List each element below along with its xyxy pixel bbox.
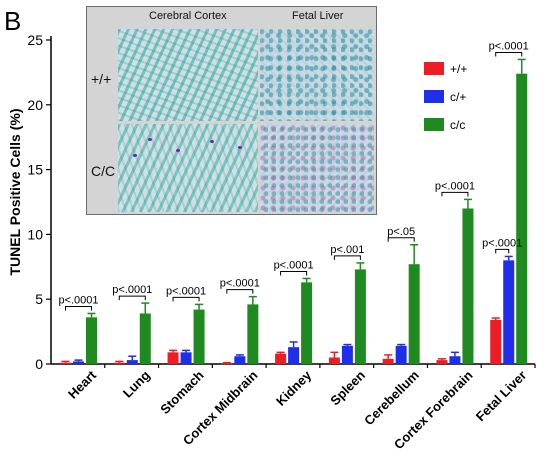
panel-label: B — [4, 6, 22, 36]
legend-label: +/+ — [450, 62, 467, 76]
y-tick-label: 20 — [27, 97, 43, 113]
bar — [382, 358, 394, 364]
bar — [221, 363, 233, 365]
micrograph-liver-wt — [260, 29, 374, 121]
bar — [503, 260, 515, 364]
significance-bracket — [226, 289, 254, 294]
micrograph-inset: Cerebral Cortex Fetal Liver +/+ C/C — [86, 6, 377, 215]
bar — [60, 362, 71, 364]
bar — [301, 282, 313, 364]
micrograph-cortex-cc — [118, 124, 258, 212]
x-tick-label: Stomach — [157, 367, 206, 416]
legend-label: c/c — [450, 118, 465, 132]
significance-bracket — [118, 295, 146, 301]
significance-label: p<.0001 — [489, 40, 529, 52]
bar — [234, 356, 246, 364]
bar — [408, 264, 420, 364]
significance-label: p<.0001 — [435, 180, 475, 192]
significance-bracket — [333, 255, 361, 260]
bar — [126, 360, 138, 364]
bar — [288, 347, 300, 364]
y-tick-label: 0 — [35, 356, 43, 372]
y-tick-label: 25 — [27, 32, 43, 48]
legend-label: c/+ — [450, 90, 466, 104]
legend-swatch — [424, 90, 444, 103]
bar — [354, 269, 366, 364]
y-tick-label: 15 — [27, 162, 43, 178]
x-tick-label: Fetal Liver — [473, 368, 530, 425]
bar — [247, 304, 259, 364]
x-tick-label: Heart — [65, 367, 100, 402]
bar — [180, 352, 192, 364]
bar — [462, 208, 474, 364]
bar — [193, 309, 205, 364]
bar — [167, 352, 179, 364]
significance-bracket — [172, 296, 200, 302]
bar — [490, 319, 502, 364]
x-tick-label: Kidney — [273, 367, 315, 409]
y-tick-label: 5 — [35, 291, 43, 307]
bar — [113, 362, 125, 364]
significance-label: p<.0001 — [482, 237, 522, 249]
significance-bracket — [495, 51, 523, 57]
significance-label: p<.05 — [387, 226, 415, 238]
bar — [139, 313, 151, 364]
bar — [73, 361, 84, 364]
inset-row-label-cc: C/C — [91, 163, 116, 179]
significance-label: p<.001 — [330, 244, 364, 256]
micrograph-cortex-wt — [118, 29, 258, 121]
x-tick-label: Lung — [120, 367, 153, 400]
inset-row-label-wt: +/+ — [91, 71, 112, 87]
inset-header-cerebral-cortex: Cerebral Cortex — [149, 10, 227, 22]
bar — [395, 345, 407, 364]
y-tick-label: 10 — [27, 226, 43, 242]
significance-label: p<.0001 — [274, 259, 314, 271]
x-tick-label: Spleen — [327, 367, 368, 408]
y-axis-label: TUNEL Positive Cells (%) — [7, 108, 23, 275]
inset-header-fetal-liver: Fetal Liver — [292, 10, 344, 22]
significance-label: p<.0001 — [58, 294, 98, 306]
bar — [436, 360, 448, 364]
bar — [86, 317, 97, 364]
significance-label: p<.0001 — [220, 278, 260, 290]
significance-bracket — [280, 270, 308, 276]
significance-label: p<.0001 — [166, 285, 206, 297]
bar — [275, 353, 287, 364]
significance-bracket — [65, 305, 92, 311]
significance-bracket — [495, 248, 510, 254]
bar — [328, 357, 340, 364]
bar — [341, 345, 353, 364]
bar — [449, 356, 461, 364]
significance-bracket — [387, 237, 415, 242]
micrograph-liver-cc — [260, 124, 374, 212]
legend-swatch — [424, 62, 444, 75]
bar — [516, 73, 528, 365]
significance-bracket — [441, 191, 469, 197]
legend-swatch — [424, 118, 444, 131]
significance-label: p<.0001 — [112, 284, 152, 296]
